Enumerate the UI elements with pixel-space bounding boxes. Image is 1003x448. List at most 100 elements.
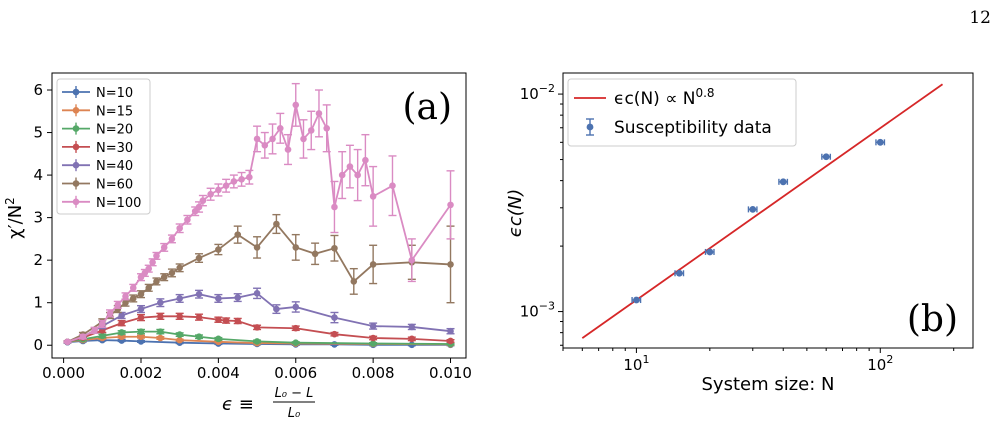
panel-b-xtick-label-exponent: 1 (642, 353, 649, 366)
panel-a-xlabel-epsilon: ϵ ≡ (222, 394, 254, 415)
data-point (338, 171, 346, 179)
data-point (230, 178, 238, 185)
panel-a-xlabel-denominator: L₀ (288, 406, 301, 421)
data-point (246, 173, 253, 181)
data-point (153, 252, 160, 260)
data-point (369, 322, 377, 330)
data-point (129, 295, 137, 302)
legend-label: ϵc(N) ∝ N0.8 (614, 86, 715, 109)
data-point (822, 153, 830, 161)
data-point (176, 336, 183, 344)
panel-a-ylabel-exp: 2 (3, 197, 17, 205)
data-point (253, 324, 261, 331)
data-point (346, 163, 354, 170)
data-point (222, 317, 230, 324)
data-point (369, 261, 377, 268)
data-point (876, 138, 884, 146)
data-point (195, 290, 203, 298)
data-point (157, 334, 164, 342)
data-point (447, 327, 454, 335)
data-point (331, 203, 338, 211)
data-point (114, 301, 122, 309)
panel-b-ytick-label: 10−3 (520, 300, 555, 321)
data-point (447, 261, 454, 268)
legend-marker (72, 88, 80, 96)
data-point (369, 340, 377, 347)
panel-b-xtick-label: 101 (623, 353, 649, 374)
panel-a-xtick-label: 0.010 (429, 364, 472, 382)
data-point (176, 313, 183, 320)
data-point (98, 332, 106, 340)
panel-a-ytick-label: 0 (33, 336, 43, 354)
data-point (253, 290, 261, 297)
panel-a-ticks: 0.000 0.002 0.004 0.006 0.008 0.010 0 1 2 3 4 5 6 (33, 81, 472, 382)
data-point (234, 317, 242, 325)
panel-a-ytick-label: 4 (33, 166, 43, 184)
panel-a-legend-box (56, 78, 151, 215)
data-point (300, 135, 307, 143)
data-point (315, 110, 323, 117)
legend-marker (72, 161, 80, 169)
panel-a-ytick-label: 5 (33, 124, 43, 142)
data-point (284, 146, 292, 153)
data-point (323, 124, 331, 132)
data-point (331, 330, 338, 338)
data-point (215, 186, 222, 194)
series-line (67, 222, 451, 343)
data-point (362, 156, 369, 164)
data-point (253, 244, 261, 251)
panel-b-ytick-label-base: 10 (520, 303, 539, 321)
panel-a-xlabel: ϵ ≡ L₀ − L L₀ (222, 386, 315, 421)
data-point (261, 142, 269, 149)
data-point (447, 201, 454, 209)
data-point (184, 216, 191, 224)
data-point (118, 319, 125, 327)
panel-a-ytick-label: 1 (33, 294, 43, 312)
data-point (176, 264, 183, 272)
panel-b-ytick-label: 10−2 (520, 82, 555, 103)
data-point (176, 224, 183, 232)
data-point (137, 273, 145, 281)
data-point (157, 299, 164, 307)
panel-b-legend-box (567, 78, 797, 147)
data-point (369, 334, 377, 342)
data-point (157, 313, 164, 320)
data-point (292, 101, 300, 109)
data-point (273, 220, 280, 228)
data-point (222, 182, 230, 190)
data-point (153, 278, 160, 285)
panel-b-xlabel: System size: N (702, 374, 835, 395)
panel-b-ylabel: ϵc(N) (505, 189, 526, 237)
data-point (106, 310, 114, 317)
legend-marker (72, 198, 80, 206)
data-point (331, 314, 338, 321)
data-point (408, 335, 416, 343)
data-point (168, 235, 176, 243)
legend-label: Susceptibility data (614, 118, 772, 138)
data-point (176, 295, 183, 302)
legend-label: N=30 (96, 141, 133, 156)
data-point (137, 338, 145, 345)
panel-b-xtick-label-base: 10 (623, 356, 642, 374)
panel-b-label: (b) (907, 299, 958, 340)
data-point (269, 135, 276, 143)
data-point (633, 296, 640, 304)
data-point (195, 254, 203, 262)
panel-a-ytick-label: 3 (33, 209, 43, 227)
data-point (369, 193, 377, 200)
panel-a-frame (51, 72, 467, 359)
data-point (447, 337, 454, 345)
panel-b-xtick-label-base: 10 (867, 356, 886, 374)
data-point (273, 305, 280, 313)
panel-b-ytick-label-exponent: −3 (539, 300, 555, 313)
data-point (408, 323, 416, 331)
data-point (292, 303, 300, 311)
data-point (118, 329, 125, 336)
data-point (350, 278, 358, 285)
data-point (122, 299, 129, 307)
legend-marker (72, 125, 80, 132)
panel-a-ytick-label: 6 (33, 81, 43, 99)
data-point (137, 305, 145, 313)
legend-marker (72, 180, 80, 187)
